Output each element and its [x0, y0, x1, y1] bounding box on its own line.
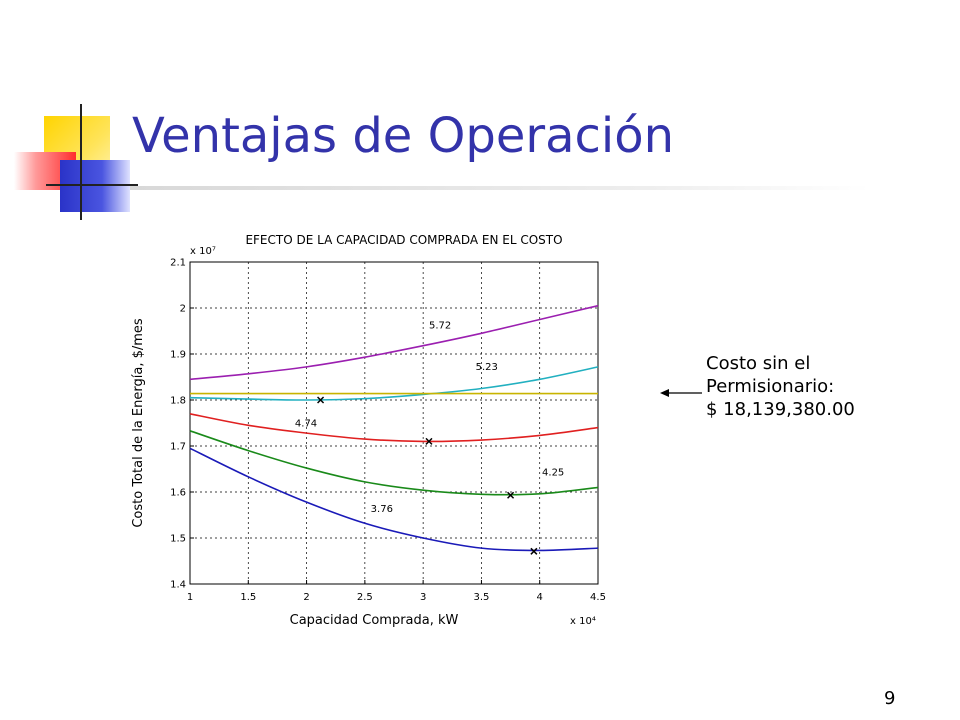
- series-label: 5.23: [476, 362, 498, 373]
- series-label: 4.74: [295, 419, 317, 430]
- series-label: 3.76: [371, 504, 393, 515]
- min-point-marker: [317, 396, 325, 404]
- x-axis-label: Capacidad Comprada, kW: [290, 613, 459, 628]
- y-tick-label: 2.1: [170, 258, 186, 269]
- x-tick-label: 1.5: [240, 592, 256, 603]
- decor-vertical-line: [80, 104, 82, 220]
- annotation-line: Permisionario:: [706, 376, 835, 397]
- chart-axes: 1 1.5 2 2.5 3 3.5 4 4.5 1.4 1.5 1.6 1.7 1.8 1.9 2 2.1: [170, 258, 606, 604]
- x-tick-label: 3.5: [473, 592, 489, 603]
- plot-frame: [189, 261, 599, 585]
- decor-blue-square: [60, 160, 130, 212]
- series-line: [189, 366, 599, 401]
- annotation-line: Costo sin el: [706, 353, 811, 374]
- y-tick-label: 1.6: [170, 488, 186, 499]
- x-tick-label: 4: [537, 592, 543, 603]
- x-tick-label: 4.5: [590, 592, 606, 603]
- y-tick-label: 1.5: [170, 534, 186, 545]
- series-line: [189, 430, 599, 496]
- cost-annotation: Costo sin el Permisionario: $ 18,139,380…: [706, 352, 855, 421]
- y-axis-multiplier: x 10⁷: [190, 246, 216, 257]
- y-tick-label: 1.7: [170, 442, 186, 453]
- series-label: 4.25: [542, 467, 564, 478]
- x-tick-label: 2.5: [357, 592, 373, 603]
- chart-series: 5.72 5.23 4.74 4.25 3.76: [189, 304, 599, 555]
- chart-grid: [190, 262, 598, 584]
- x-tick-label: 1: [187, 592, 193, 603]
- chart-title: EFECTO DE LA CAPACIDAD COMPRADA EN EL CO…: [245, 233, 562, 247]
- min-point-marker: [507, 491, 515, 499]
- page-number: 9: [884, 688, 896, 709]
- x-axis-multiplier: x 10⁴: [570, 616, 596, 627]
- x-tick-label: 2: [303, 592, 309, 603]
- y-tick-label: 1.9: [170, 350, 186, 361]
- y-tick-label: 1.4: [170, 580, 186, 591]
- min-point-marker: [530, 547, 538, 555]
- y-tick-label: 2: [180, 304, 186, 315]
- decor-horizontal-line: [46, 184, 138, 186]
- x-tick-label: 3: [420, 592, 426, 603]
- series-line: [189, 447, 599, 552]
- y-axis-label: Costo Total de la Energía, $/mes: [131, 318, 146, 528]
- arrow-left-icon: [660, 389, 702, 397]
- title-underline: [130, 186, 870, 190]
- series-line: [189, 304, 599, 381]
- min-point-marker: [425, 437, 433, 445]
- series-label: 5.72: [429, 321, 451, 332]
- cost-chart: 1 1.5 2 2.5 3 3.5 4 4.5 1.4 1.5 1.6 1.7 1.8 1.9 2 2.1 5…: [131, 233, 606, 628]
- series-line: [189, 413, 599, 443]
- annotation-value: $ 18,139,380.00: [706, 399, 855, 420]
- y-tick-label: 1.8: [170, 396, 186, 407]
- slide-title: Ventajas de Operación: [132, 108, 675, 164]
